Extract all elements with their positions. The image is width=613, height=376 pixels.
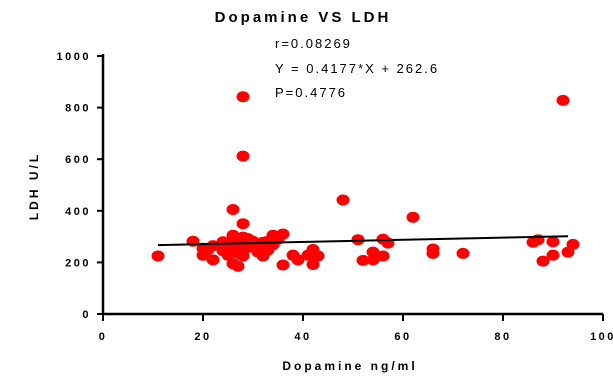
chart-title: Dopamine VS LDH (215, 9, 392, 26)
annotation-equation: Y = 0.4177*X + 262.6 (275, 61, 439, 76)
data-point (276, 259, 290, 271)
y-tick-label: 0 (82, 309, 91, 321)
data-point (231, 260, 245, 272)
y-tick-label: 600 (65, 154, 91, 166)
data-points (151, 91, 580, 272)
data-point (376, 250, 390, 262)
y-tick-label: 400 (65, 206, 91, 218)
y-tick-label: 200 (65, 257, 91, 269)
data-point (291, 254, 305, 266)
data-point (276, 228, 290, 240)
axes: 0 200 400 600 800 1000 0 20 40 60 80 100 (57, 51, 613, 343)
data-point (226, 204, 240, 216)
data-point (566, 238, 580, 250)
x-tick-label: 0 (99, 331, 108, 343)
annotation-p: P=0.4776 (275, 85, 347, 100)
x-axis-label: Dopamine ng/ml (282, 359, 417, 373)
data-point (426, 247, 440, 259)
x-tick-label: 20 (194, 331, 211, 343)
y-tick-label: 1000 (57, 51, 91, 63)
data-point (336, 194, 350, 206)
data-point (236, 218, 250, 230)
data-point (456, 247, 470, 259)
y-axis-label: LDH U/L (27, 152, 41, 220)
data-point (221, 249, 235, 261)
data-point (236, 250, 250, 262)
data-point (406, 211, 420, 223)
x-tick-label: 80 (494, 331, 511, 343)
data-point (351, 234, 365, 246)
x-tick-label: 100 (590, 331, 613, 343)
x-tick-label: 60 (394, 331, 411, 343)
data-point (311, 250, 325, 262)
data-point (356, 254, 370, 266)
data-point (151, 250, 165, 262)
data-point (236, 91, 250, 103)
data-point (306, 258, 320, 270)
data-point (366, 254, 380, 266)
data-point (366, 246, 380, 258)
y-tick-label: 800 (65, 103, 91, 115)
data-point (556, 94, 570, 106)
annotation-r: r=0.08269 (275, 36, 352, 51)
x-tick-label: 40 (294, 331, 311, 343)
data-point (206, 254, 220, 266)
data-point (236, 150, 250, 162)
data-point (546, 236, 560, 248)
data-point (536, 255, 550, 267)
regression-line (157, 235, 569, 247)
fit-line-group (157, 235, 569, 247)
data-point (546, 249, 560, 261)
